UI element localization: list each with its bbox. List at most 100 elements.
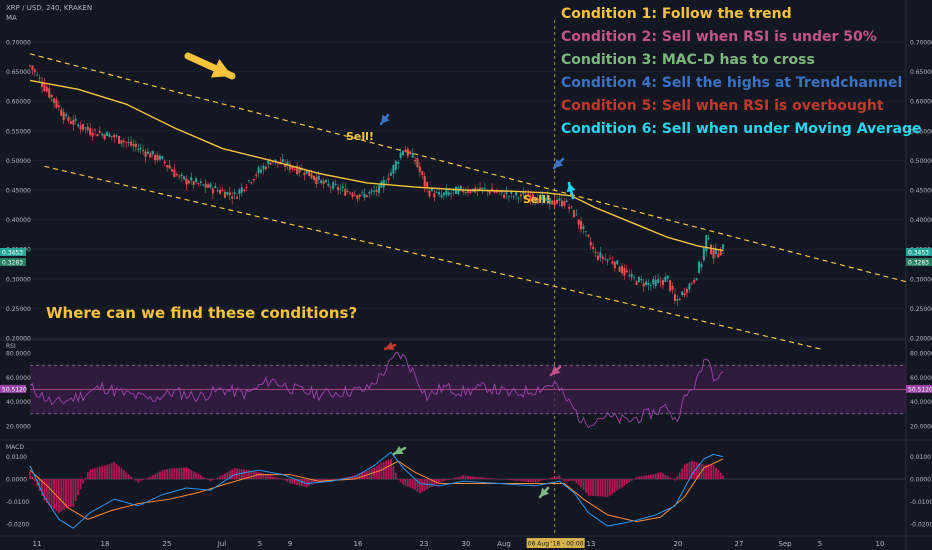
candle-body [250,182,253,184]
arrow-head [210,59,232,78]
macd-histogram-bar [41,479,43,496]
price-tick-right: 0.60000 [910,99,932,106]
macd-histogram-bar [115,464,118,480]
macd-histogram-bar [548,478,551,480]
macd-histogram-bar [693,461,696,480]
macd-histogram-bar [187,468,190,480]
candle-body [582,226,585,229]
candle-body [428,190,431,197]
macd-histogram-bar [57,479,60,514]
candle-body [570,206,573,208]
macd-histogram-bar [688,462,691,480]
macd-group: MACD 0.0100 0.0100 0.0000 0.0000 -0.0100 -0.01… [6,444,932,529]
candle-body [98,131,101,133]
candle-body [308,169,311,177]
macd-histogram-bar [722,475,724,480]
candle-body [257,167,260,173]
candle-body [394,160,397,170]
candle-body [346,191,349,192]
price-tick-left: 0.60000 [6,99,31,106]
macd-histogram-bar [517,479,520,481]
candle-body [628,274,631,276]
candle-body [649,284,652,286]
macd-histogram-bar [378,464,380,480]
candle-body [146,151,149,154]
macd-histogram-bar [89,469,92,480]
rsi-tick-left: 20.0000 [6,423,31,430]
macd-histogram-bar [702,464,705,480]
candle-body [305,170,308,174]
macd-line [29,451,724,529]
candle-body [575,214,578,216]
macd-histogram-bar [433,479,436,486]
candle-body [154,154,157,161]
macd-histogram-bar [406,479,409,487]
macd-histogram-bar [274,476,277,480]
candle-body [158,155,161,160]
macd-histogram-bar [409,479,412,488]
candle-body [433,193,436,198]
macd-histogram-bar [529,479,532,483]
candle-body [702,248,705,261]
macd-histogram-bar [654,474,657,480]
price-tick-right: 0.30000 [910,276,932,283]
macd-histogram-bar [428,479,431,488]
candle-body [300,169,303,171]
candle-body [365,195,368,197]
candle-body [127,142,130,143]
macd-histogram-bar [79,479,82,490]
candle-body [57,105,60,108]
candle-body [712,250,715,259]
macd-histogram-bar [534,479,537,483]
candle-body [312,175,315,180]
macd-histogram-bar [589,479,592,496]
macd-histogram-bar [98,466,101,480]
candle-body [572,210,575,218]
macd-histogram-bar [676,476,679,480]
candle-body [134,143,137,147]
candle-body [341,186,344,189]
symbol-title[interactable]: XRP / USD, 240, KRAKEN [6,4,93,12]
candle-body [235,196,238,199]
candle-body [48,88,51,98]
price-tag-box [0,247,26,256]
candle-body [414,159,417,162]
candle-body [89,128,92,135]
macd-histogram-bar [597,479,599,497]
candle-body [33,69,36,72]
time-tick: 13 [587,540,596,548]
macd-histogram-bar [659,471,662,480]
candle-body [142,150,145,151]
candle-body [187,181,190,184]
time-tick: Aug [497,540,511,548]
candle-body [286,161,289,166]
candle-body [180,174,183,177]
macd-histogram-bar [570,479,573,481]
macd-histogram-bar [147,477,149,480]
candle-body [106,131,109,137]
candle-body [288,164,291,170]
candle-body [707,238,710,240]
candle-body [479,187,482,191]
candle-body [517,197,520,199]
candle-body [621,266,624,274]
macd-histogram-bar [106,464,108,480]
candle-body [661,279,664,285]
macd-histogram-bar [298,479,301,486]
candle-body [560,200,563,207]
macd-histogram-bar [637,476,640,480]
macd-histogram-bar [678,472,681,480]
price-tick-right: 0.20000 [910,336,932,343]
candle-body [623,267,626,276]
candle-body [31,65,34,70]
indicator-label[interactable]: MA [6,14,17,22]
macd-histogram-bar [127,474,130,480]
macd-histogram-bar [250,470,253,480]
candle-body [175,174,178,176]
price-candles[interactable] [29,64,725,307]
rsi-value-box [0,384,26,393]
candle-body [686,289,688,293]
candle-body [166,165,169,168]
macd-histogram-bar [185,467,188,480]
